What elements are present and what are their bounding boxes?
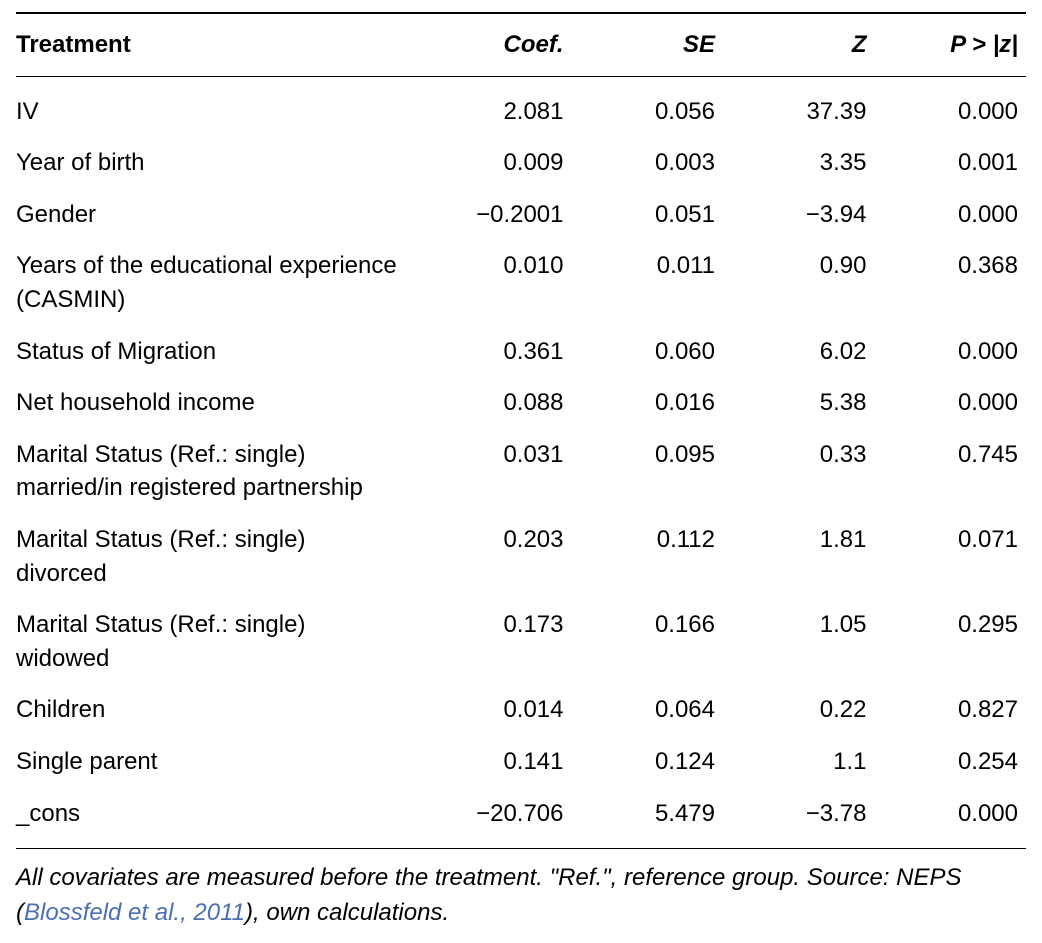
cell-treatment: Marital Status (Ref.: single) married/in… — [16, 429, 420, 514]
cell-z: 0.22 — [723, 684, 875, 736]
regression-table-container: Treatment Coef. SE Z P > |z| IV 2.081 0.… — [16, 12, 1026, 931]
table-row: Gender −0.2001 0.051 −3.94 0.000 — [16, 189, 1026, 241]
table-row: Marital Status (Ref.: single) married/in… — [16, 429, 1026, 514]
table-body: IV 2.081 0.056 37.39 0.000 Year of birth… — [16, 76, 1026, 849]
cell-treatment: IV — [16, 76, 420, 137]
cell-z: 6.02 — [723, 326, 875, 378]
cell-z: 0.90 — [723, 240, 875, 325]
cell-treatment: Single parent — [16, 736, 420, 788]
cell-coef: 0.361 — [420, 326, 572, 378]
cell-se: 0.064 — [572, 684, 724, 736]
cell-coef: 0.088 — [420, 377, 572, 429]
cell-se: 0.051 — [572, 189, 724, 241]
cell-coef: 2.081 — [420, 76, 572, 137]
cell-treatment: Years of the educational experience (CAS… — [16, 240, 420, 325]
table-row: Marital Status (Ref.: single) widowed 0.… — [16, 599, 1026, 684]
table-row: IV 2.081 0.056 37.39 0.000 — [16, 76, 1026, 137]
footnote-text-after: ), own calculations. — [245, 899, 449, 926]
cell-z: 5.38 — [723, 377, 875, 429]
cell-se: 0.003 — [572, 137, 724, 189]
cell-se: 0.124 — [572, 736, 724, 788]
cell-z: −3.78 — [723, 788, 875, 849]
cell-coef: 0.173 — [420, 599, 572, 684]
table-row: Children 0.014 0.064 0.22 0.827 — [16, 684, 1026, 736]
table-row: Single parent 0.141 0.124 1.1 0.254 — [16, 736, 1026, 788]
cell-z: 37.39 — [723, 76, 875, 137]
table-header: Treatment Coef. SE Z P > |z| — [16, 13, 1026, 76]
cell-p: 0.071 — [875, 514, 1027, 599]
cell-p: 0.000 — [875, 788, 1027, 849]
cell-coef: 0.014 — [420, 684, 572, 736]
cell-p: 0.254 — [875, 736, 1027, 788]
cell-treatment: Net household income — [16, 377, 420, 429]
cell-treatment: Status of Migration — [16, 326, 420, 378]
header-coef: Coef. — [420, 13, 572, 76]
cell-treatment: Marital Status (Ref.: single) widowed — [16, 599, 420, 684]
table-row: Marital Status (Ref.: single) divorced 0… — [16, 514, 1026, 599]
cell-treatment: Year of birth — [16, 137, 420, 189]
cell-se: 0.112 — [572, 514, 724, 599]
footnote-citation: Blossfeld et al., 2011 — [24, 899, 245, 926]
cell-z: 1.81 — [723, 514, 875, 599]
table-row: Year of birth 0.009 0.003 3.35 0.001 — [16, 137, 1026, 189]
cell-p: 0.295 — [875, 599, 1027, 684]
cell-p: 0.827 — [875, 684, 1027, 736]
header-p: P > |z| — [875, 13, 1027, 76]
regression-table: Treatment Coef. SE Z P > |z| IV 2.081 0.… — [16, 12, 1026, 849]
cell-p: 0.368 — [875, 240, 1027, 325]
cell-z: 1.05 — [723, 599, 875, 684]
header-z: Z — [723, 13, 875, 76]
cell-p: 0.000 — [875, 326, 1027, 378]
cell-coef: 0.203 — [420, 514, 572, 599]
cell-p: 0.001 — [875, 137, 1027, 189]
cell-coef: 0.009 — [420, 137, 572, 189]
cell-coef: −20.706 — [420, 788, 572, 849]
cell-p: 0.000 — [875, 189, 1027, 241]
table-row: Net household income 0.088 0.016 5.38 0.… — [16, 377, 1026, 429]
cell-z: −3.94 — [723, 189, 875, 241]
cell-p: 0.000 — [875, 76, 1027, 137]
cell-se: 0.016 — [572, 377, 724, 429]
cell-se: 0.060 — [572, 326, 724, 378]
table-row: Years of the educational experience (CAS… — [16, 240, 1026, 325]
cell-p: 0.000 — [875, 377, 1027, 429]
header-se: SE — [572, 13, 724, 76]
table-footnote: All covariates are measured before the t… — [16, 849, 1026, 931]
header-treatment: Treatment — [16, 13, 420, 76]
cell-z: 0.33 — [723, 429, 875, 514]
cell-z: 1.1 — [723, 736, 875, 788]
cell-treatment: Marital Status (Ref.: single) divorced — [16, 514, 420, 599]
table-row: Status of Migration 0.361 0.060 6.02 0.0… — [16, 326, 1026, 378]
cell-se: 0.095 — [572, 429, 724, 514]
cell-treatment: Children — [16, 684, 420, 736]
cell-treatment: Gender — [16, 189, 420, 241]
cell-se: 0.011 — [572, 240, 724, 325]
cell-se: 0.056 — [572, 76, 724, 137]
cell-coef: 0.141 — [420, 736, 572, 788]
cell-p: 0.745 — [875, 429, 1027, 514]
table-row: _cons −20.706 5.479 −3.78 0.000 — [16, 788, 1026, 849]
cell-coef: 0.010 — [420, 240, 572, 325]
cell-coef: −0.2001 — [420, 189, 572, 241]
cell-se: 0.166 — [572, 599, 724, 684]
cell-se: 5.479 — [572, 788, 724, 849]
cell-z: 3.35 — [723, 137, 875, 189]
cell-treatment: _cons — [16, 788, 420, 849]
cell-coef: 0.031 — [420, 429, 572, 514]
